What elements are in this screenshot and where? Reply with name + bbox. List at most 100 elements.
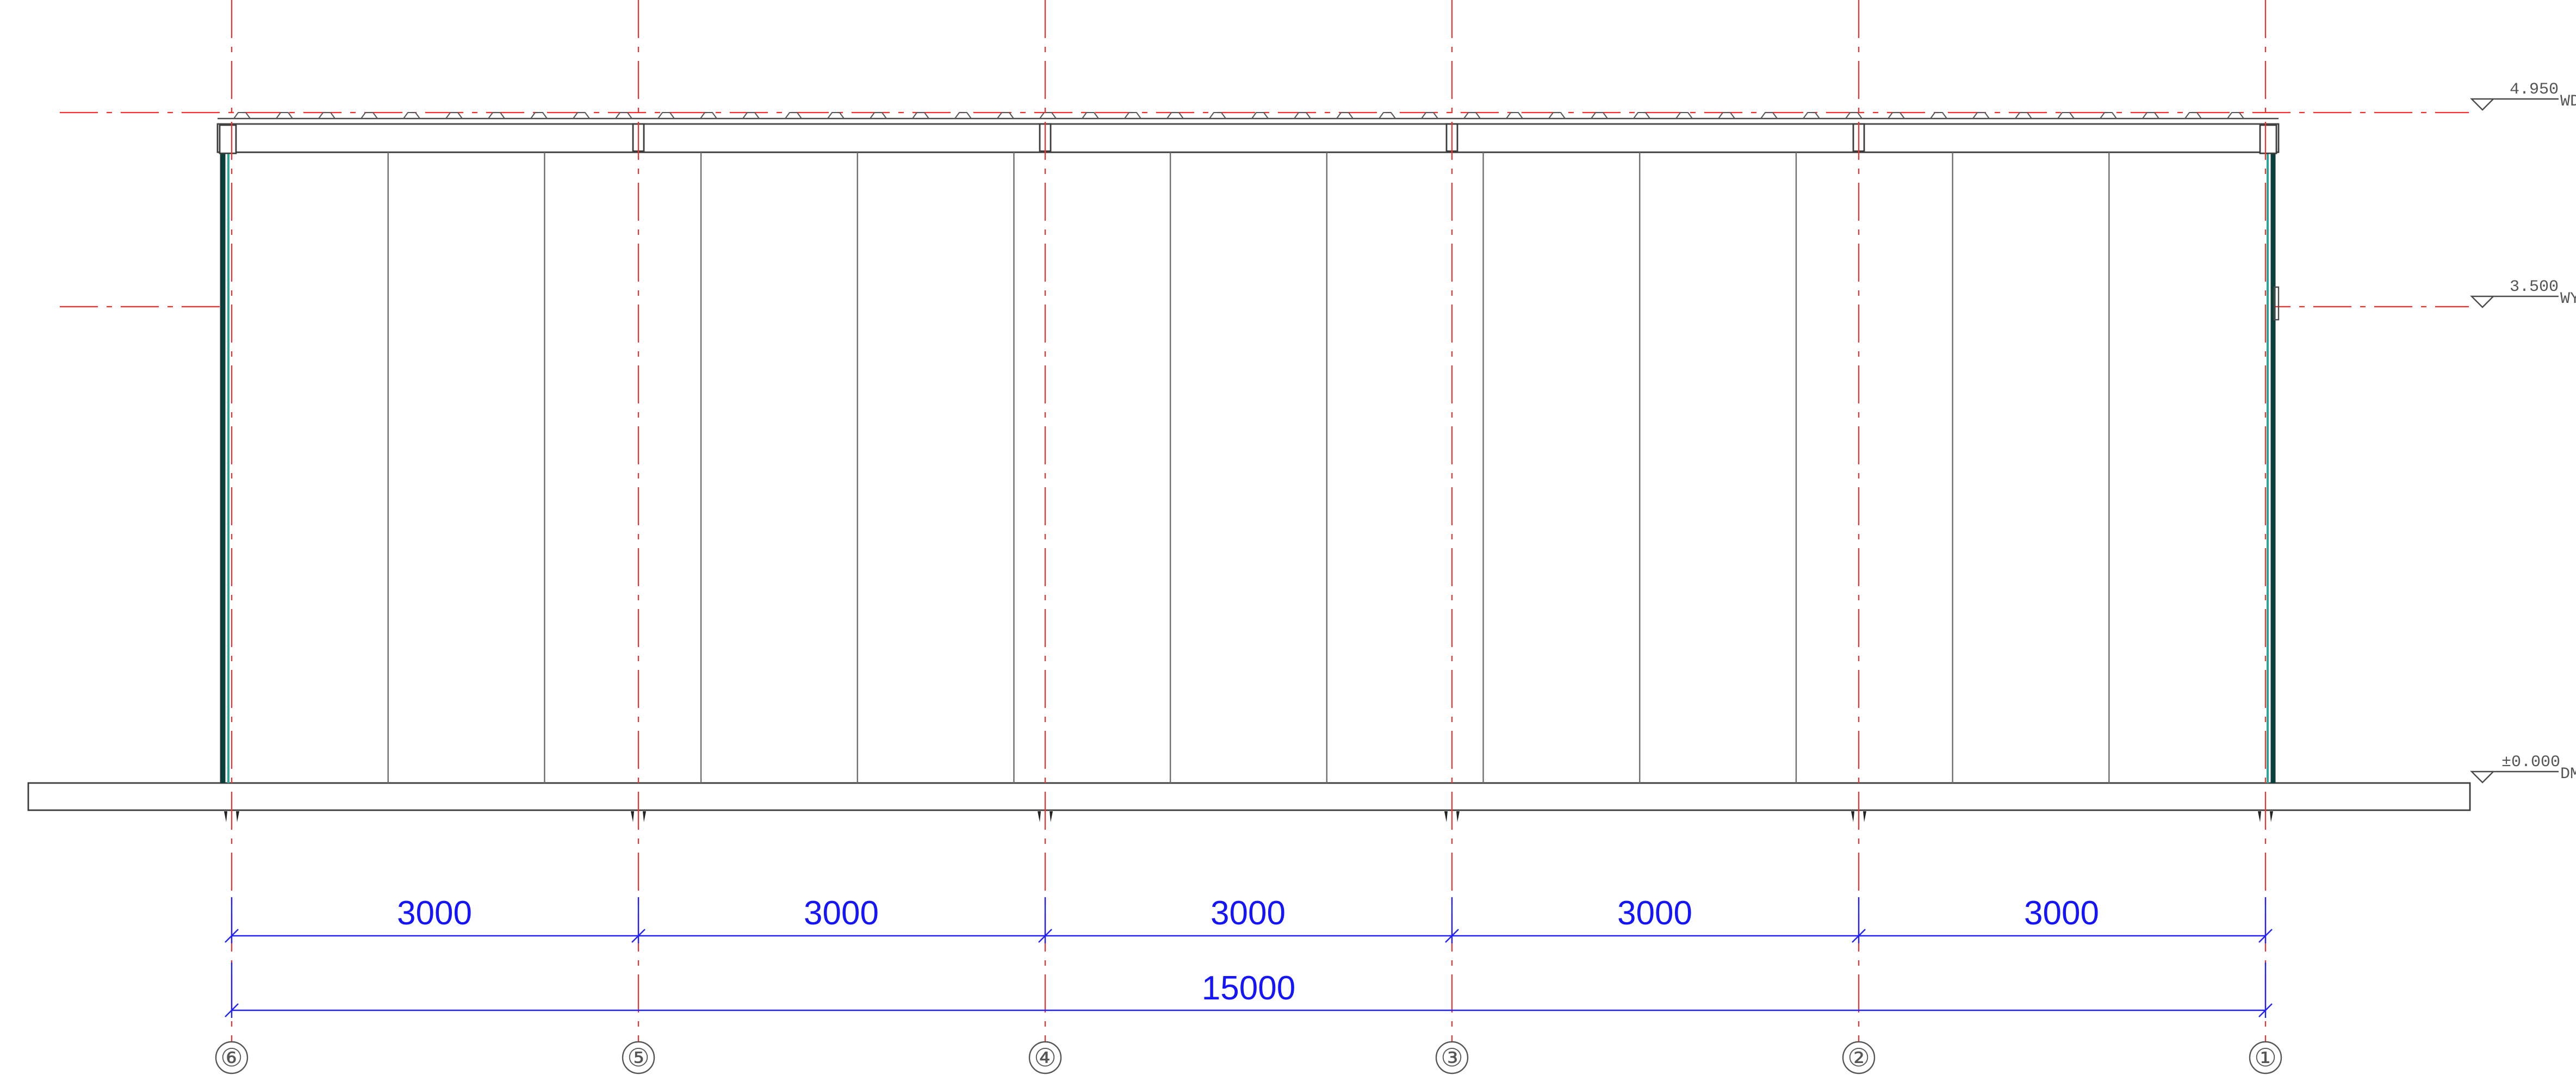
axis-bubble: ③ (1435, 1041, 1469, 1074)
roof-rib (1718, 112, 1735, 119)
roof-rib (403, 112, 420, 119)
span-dimension-label: 3000 (2024, 894, 2099, 932)
roof-rib (1930, 112, 1947, 119)
ground-slab (27, 782, 2471, 811)
roof-rib (1379, 112, 1396, 119)
roof-rib (954, 112, 972, 119)
roof-rib (1591, 112, 1608, 119)
roof-rib (276, 112, 293, 119)
dimension-tick (2258, 1003, 2273, 1017)
roof-rib (530, 112, 548, 119)
roof-rib (1760, 112, 1778, 119)
roof-rib (1803, 112, 1820, 119)
column-foot (1863, 811, 1866, 822)
roof-rib (2100, 112, 2117, 119)
roof-rib (1972, 112, 1990, 119)
column-foot (1851, 811, 1854, 822)
side-wall-edges (219, 124, 2280, 783)
level-tag: WD (2560, 92, 2576, 111)
roof-rib (1251, 112, 1269, 119)
roof-rib (742, 112, 760, 119)
roof-rib (1336, 112, 1354, 119)
span-dimension-label: 3000 (397, 894, 472, 932)
column-foot (1038, 811, 1041, 822)
column-foot (2258, 811, 2261, 822)
dimension-tick (631, 929, 645, 943)
column-foot (643, 811, 646, 822)
axis-bubble-label: ④ (1034, 1043, 1056, 1072)
level-value: 3.500 (2510, 278, 2559, 296)
roof-rib (361, 112, 378, 119)
level-tag: DM (2560, 765, 2576, 784)
axis-bubble: ④ (1028, 1041, 1062, 1074)
axis-bubble-label: ⑤ (627, 1043, 649, 1072)
wall-body (220, 151, 2275, 784)
level-value: ±0.000 (2501, 753, 2560, 772)
roof-rib (1845, 112, 1863, 119)
axis-bubble-label: ⑥ (220, 1043, 243, 1072)
roof-rib (488, 112, 505, 119)
roof-rib (2142, 112, 2159, 119)
column-foot (236, 811, 239, 822)
roof-rib (1421, 112, 1438, 119)
roof-rib (700, 112, 717, 119)
roof-rib (615, 112, 632, 119)
axis-bubble: ⑥ (215, 1041, 249, 1074)
roof-band (216, 112, 2280, 153)
axis-bubble: ⑤ (622, 1041, 655, 1074)
level-mark-ground: ±0.000 DM (2470, 753, 2576, 784)
roof-rib (1166, 112, 1184, 119)
roof-rib (1294, 112, 1311, 119)
axis-bubble-label: ① (2254, 1043, 2276, 1072)
roof-rib (2057, 112, 2075, 119)
axis-bubble-label: ② (1847, 1043, 1870, 1072)
roof-rib (1463, 112, 1481, 119)
axis-bubble: ② (1842, 1041, 1876, 1074)
column-foot (1050, 811, 1053, 822)
level-mark-eave: 3.500 WY (2470, 278, 2576, 308)
roof-ribs (233, 112, 2244, 119)
roof-rib (2227, 112, 2244, 119)
level-value: 4.950 (2510, 80, 2559, 99)
span-dimension-label: 3000 (804, 894, 879, 932)
dimension-tick (1038, 929, 1052, 943)
roof-rib (827, 112, 845, 119)
dimension-tick (2258, 929, 2273, 943)
roof-rib (2015, 112, 2032, 119)
roof-rib (657, 112, 675, 119)
axis-bubbles: ⑥ ⑤ ④ ③ ② ① (215, 1041, 2282, 1074)
level-tag: WY (2560, 290, 2576, 308)
column-foot (2270, 811, 2273, 822)
dimension-tick (225, 1003, 239, 1017)
roof-rib (1633, 112, 1650, 119)
roof-rib (1506, 112, 1523, 119)
roof-rib (1675, 112, 1693, 119)
roof-rib (318, 112, 336, 119)
column-foot (224, 811, 227, 822)
roof-rib (1888, 112, 1905, 119)
column-foot (1444, 811, 1448, 822)
roof-rib (870, 112, 887, 119)
roof-rib (1124, 112, 1141, 119)
span-dimension-label: 3000 (1211, 894, 1286, 932)
panel-joints (387, 152, 2110, 783)
roof-fascia (216, 123, 2280, 153)
span-dimension-label: 3000 (1617, 894, 1692, 932)
column-foot (1456, 811, 1460, 822)
level-mark-roof: 4.950 WD (2470, 80, 2576, 111)
dimension-tick (225, 929, 239, 943)
roof-rib (445, 112, 463, 119)
column-feet (224, 811, 2273, 822)
roof-rib (1209, 112, 1226, 119)
roof-rib (573, 112, 590, 119)
roof-rib (1082, 112, 1099, 119)
dimension-chain: 3000 3000 3000 3000 3000 15000 (225, 894, 2273, 1018)
grid-axes (231, 0, 2267, 1042)
roof-rib (233, 112, 251, 119)
roof-rib (2184, 112, 2202, 119)
dimension-ticks (225, 897, 2273, 1018)
axis-bubble: ① (2249, 1041, 2282, 1074)
right-downpipe-bracket (2273, 286, 2280, 321)
roof-rib (1039, 112, 1057, 119)
